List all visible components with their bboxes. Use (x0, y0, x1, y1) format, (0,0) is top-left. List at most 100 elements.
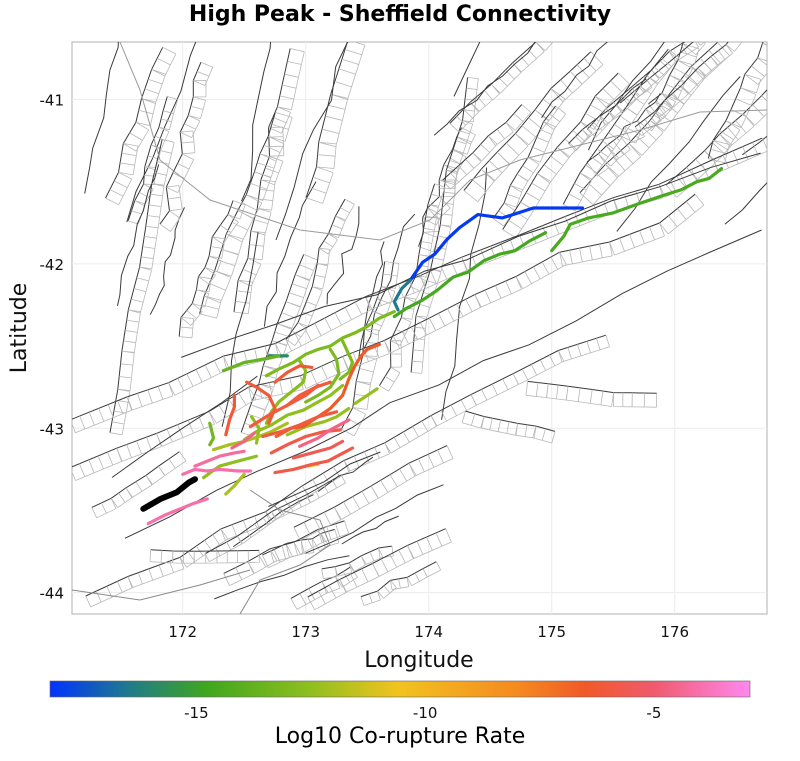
y-axis-ticks: -41 -42 -43 -44 (40, 92, 65, 603)
fault-patch-outline (85, 335, 610, 608)
colored-faults (146, 167, 724, 526)
corupture-fault-15 (224, 472, 246, 496)
fault-patch-outline (149, 549, 260, 564)
corupture-fault-29 (298, 418, 351, 448)
fault-trace (84, 42, 119, 194)
y-tick-label: -41 (40, 92, 65, 110)
highlighted-fault-group (140, 476, 198, 512)
fault-patch-outline (492, 105, 567, 227)
fault-trace (492, 105, 556, 219)
corupture-fault-30 (193, 449, 246, 468)
corupture-fault-21 (224, 393, 236, 437)
fault-trace (742, 135, 767, 156)
fault-patch-outline (634, 42, 743, 136)
corupture-fault-25 (261, 410, 339, 439)
coastline-north (119, 42, 767, 241)
corupture-fault-31 (181, 467, 252, 476)
grid-lines (72, 42, 767, 614)
high-peak-sheffield-fault (140, 476, 198, 512)
fault-trace (124, 229, 762, 539)
fault-trace (568, 78, 647, 144)
x-axis-ticks: 172 173 174 175 176 (168, 623, 689, 641)
colorbar-tick-label: -5 (646, 704, 661, 722)
fault-trace (463, 51, 592, 191)
x-axis-title: Longitude (364, 648, 473, 673)
fault-trace (181, 152, 761, 358)
fault-trace (433, 42, 536, 136)
colorbar-tick-label: -15 (184, 704, 209, 722)
corupture-fault-7 (304, 347, 341, 404)
corupture-fault-6 (264, 310, 396, 378)
fault-trace (305, 484, 444, 554)
fault-trace (221, 232, 259, 427)
corupture-fault-33 (230, 431, 256, 450)
fault-trace (241, 42, 272, 202)
fault-patch-outline (307, 528, 452, 611)
fault-patch-outline (109, 139, 175, 436)
coastline-peninsula (239, 489, 331, 614)
fault-patch-outline (321, 546, 394, 580)
fault-trace (268, 451, 381, 507)
corupture-fault-27 (273, 446, 355, 475)
fault-patch-outline (293, 445, 454, 541)
corupture-fault-12 (353, 387, 379, 406)
fault-patch-outline (285, 198, 355, 346)
fault-trace (321, 545, 392, 570)
corupture-fault-14 (211, 421, 289, 452)
fault-patch-outline (461, 410, 556, 444)
fault-trace (233, 494, 314, 548)
fault-trace (214, 555, 350, 600)
fault-trace (587, 42, 665, 151)
fault-trace (150, 549, 260, 552)
fault-patch-outline (418, 127, 476, 253)
fault-trace (263, 181, 317, 327)
fault-patch-outline (360, 561, 442, 606)
fault-patch-outline (72, 137, 767, 434)
fault-trace (724, 182, 767, 225)
fault-trace (665, 89, 767, 186)
fault-patch-outline (159, 61, 214, 232)
y-tick-label: -42 (40, 256, 65, 274)
fault-patch-outline (648, 42, 706, 118)
corupture-fault-19 (274, 342, 382, 439)
corupture-fault-0 (408, 206, 585, 282)
fault-patch-outline (525, 381, 658, 408)
corupture-fault-4 (550, 167, 724, 253)
fault-trace (126, 42, 197, 223)
colorbar-title: Log10 Co-rupture Rate (274, 724, 526, 749)
fault-trace (326, 206, 360, 305)
fault-patch-outline (223, 520, 350, 586)
fault-patch-outline (91, 451, 187, 519)
corupture-fault-8 (338, 339, 355, 381)
x-tick-label: 174 (414, 623, 443, 641)
fault-patch-outline (72, 193, 705, 481)
x-tick-label: 176 (660, 623, 689, 641)
corupture-fault-16 (208, 421, 216, 447)
corupture-fault-1 (392, 278, 412, 312)
colorbar-ticks: -15 -10 -5 (184, 704, 661, 722)
fault-trace (362, 213, 416, 352)
fault-trace (91, 451, 180, 508)
fault-patch-outline (241, 254, 319, 438)
corupture-fault-13 (285, 406, 351, 437)
corupture-fault-5 (221, 354, 281, 373)
fault-patch-outline (305, 42, 366, 204)
y-tick-label: -44 (40, 585, 65, 603)
fault-patch-outline (199, 112, 293, 319)
fault-patch-outline (449, 42, 554, 133)
x-tick-label: 173 (291, 623, 320, 641)
fault-trace (111, 375, 258, 478)
corupture-fault-32 (146, 497, 209, 526)
colorbar (49, 680, 751, 698)
corupture-fault-28 (291, 439, 345, 460)
corupture-fault-22 (273, 364, 314, 384)
fault-patch-outline (379, 183, 446, 392)
corupture-fault-9 (264, 359, 308, 425)
fault-trace (358, 241, 385, 359)
fault-trace (541, 42, 609, 118)
x-tick-label: 172 (168, 623, 197, 641)
fault-patch-outline (586, 92, 676, 177)
corupture-fault-3 (392, 231, 548, 319)
fault-trace (465, 410, 556, 432)
